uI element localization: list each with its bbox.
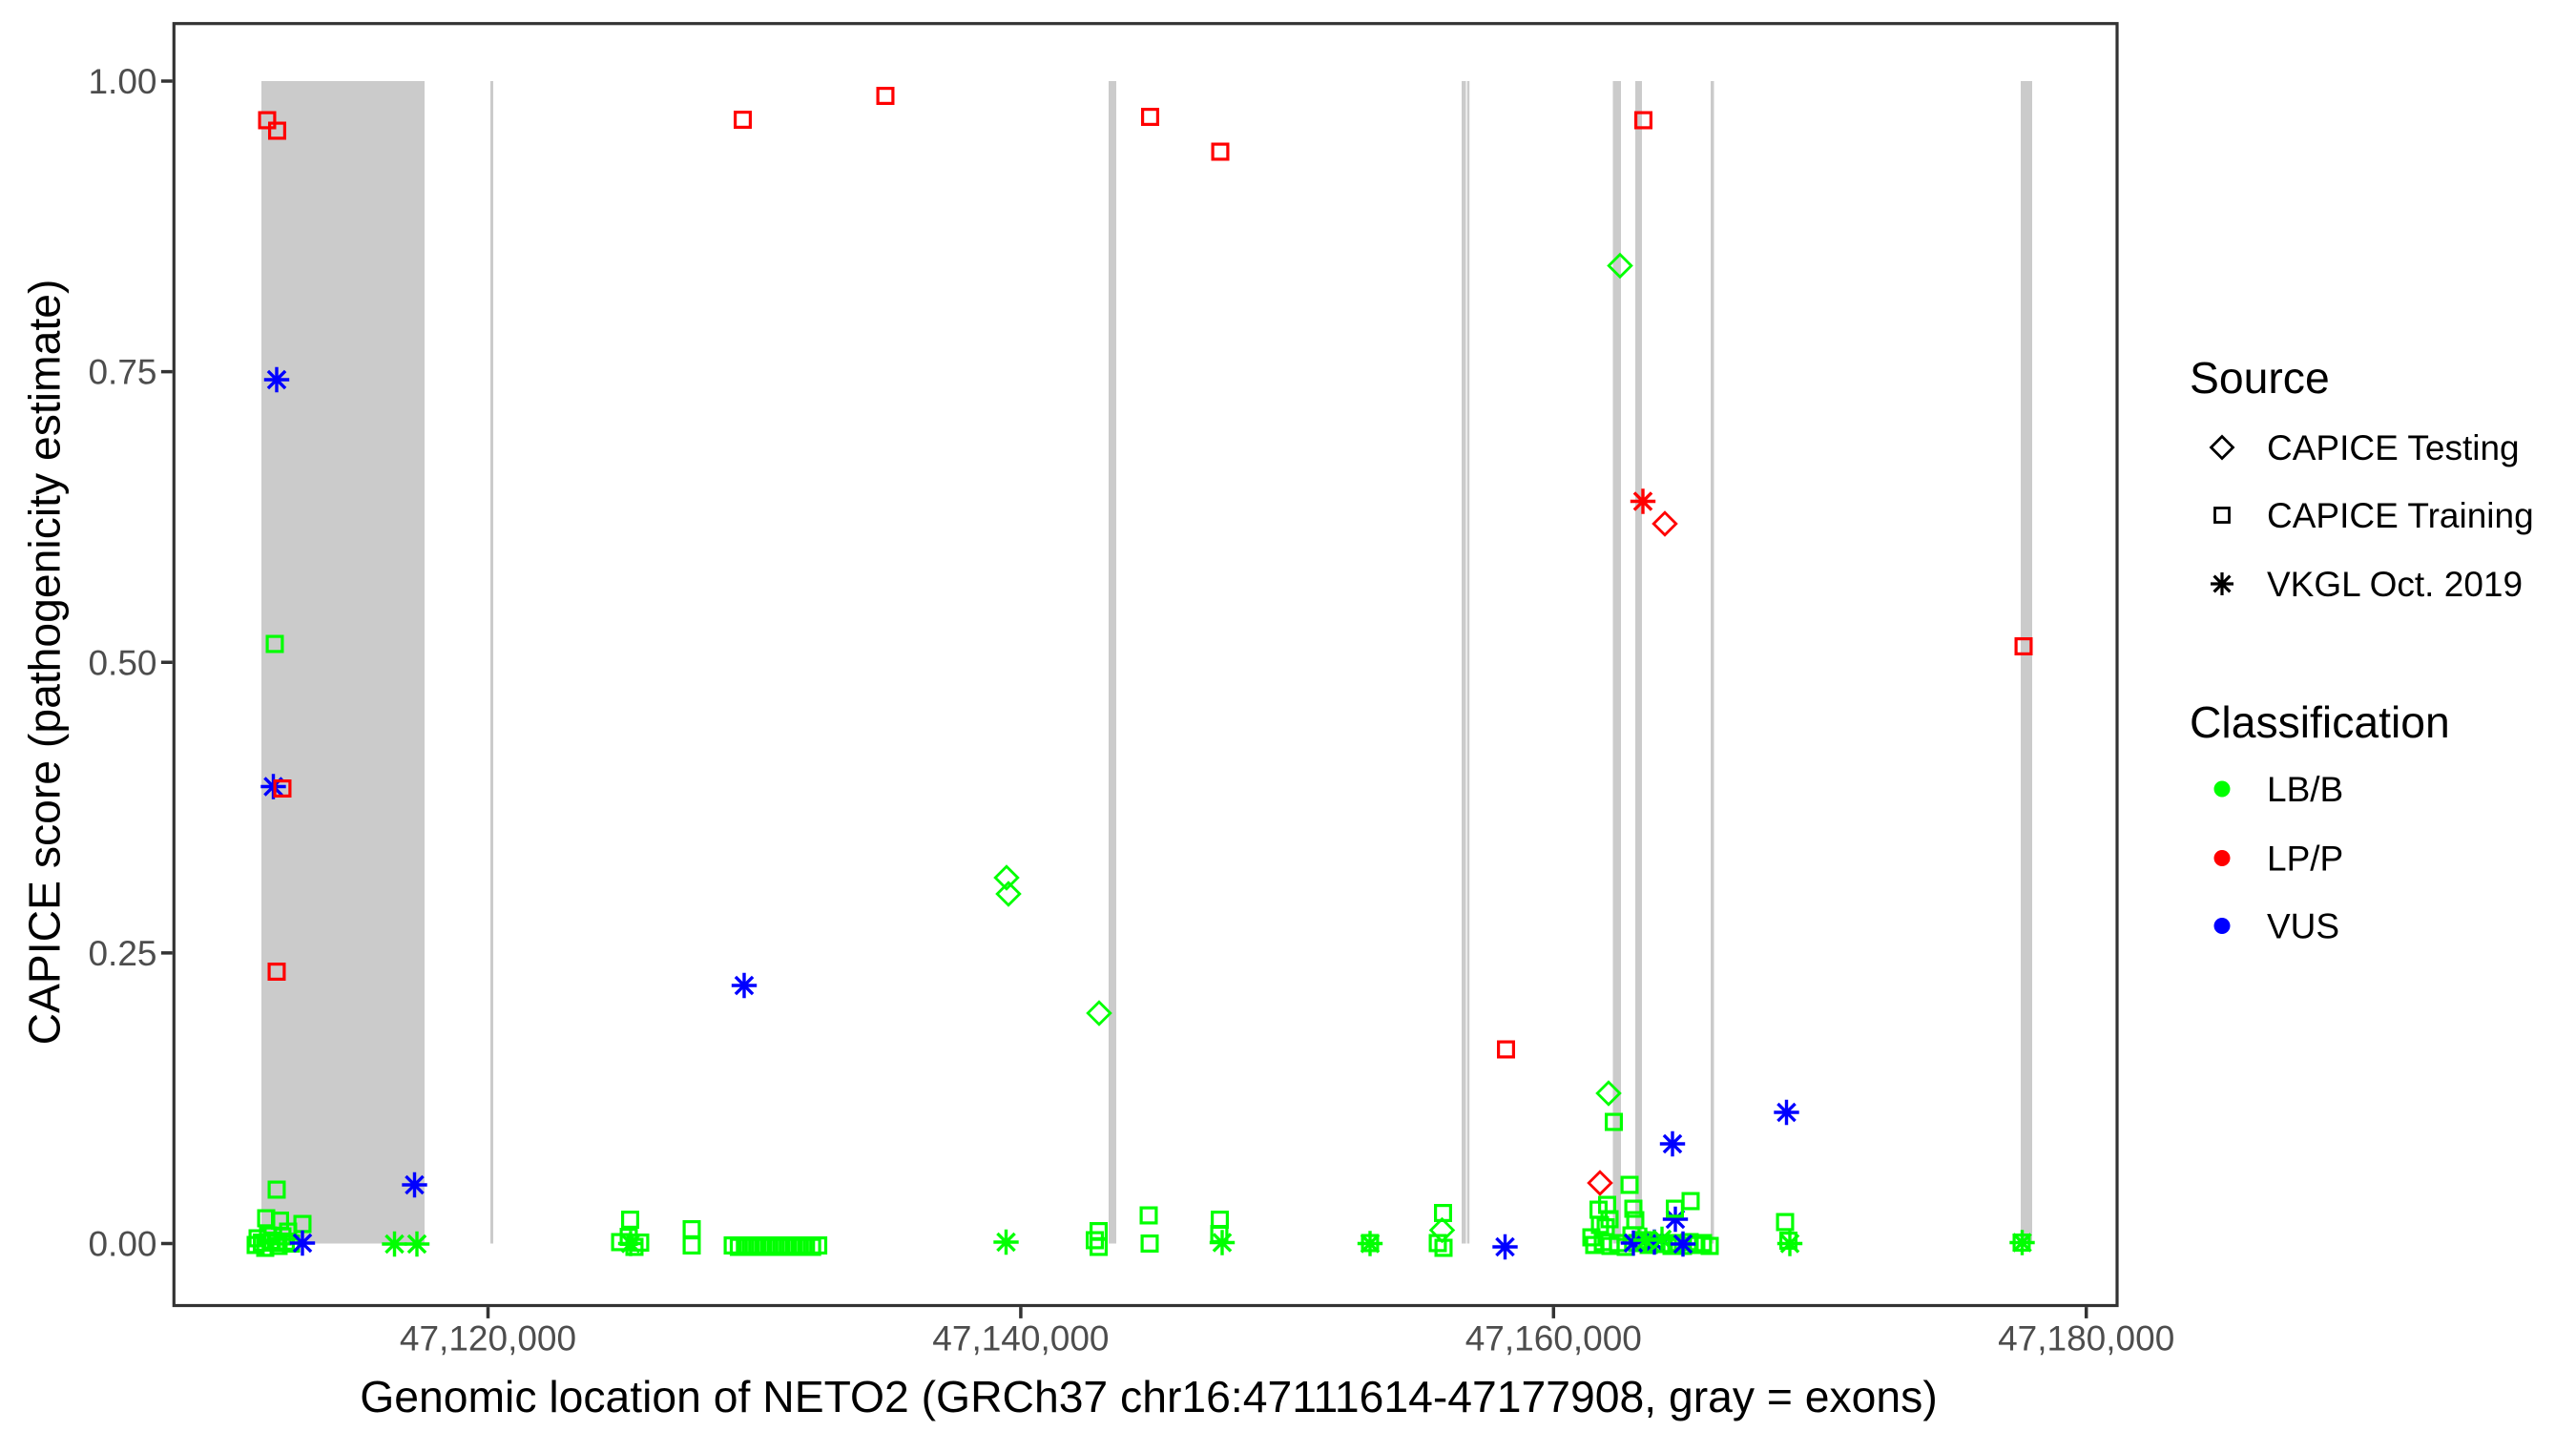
svg-text:Classification: Classification [2190,697,2450,747]
svg-text:CAPICE Training: CAPICE Training [2267,496,2534,535]
svg-text:1.00: 1.00 [88,62,156,101]
svg-text:47,120,000: 47,120,000 [400,1319,576,1358]
svg-text:0.00: 0.00 [88,1225,156,1264]
svg-text:0.50: 0.50 [88,643,156,682]
svg-text:LB/B: LB/B [2267,770,2343,809]
svg-text:0.75: 0.75 [88,353,156,392]
svg-text:CAPICE Testing: CAPICE Testing [2267,428,2520,467]
svg-text:CAPICE score (pathogenicity es: CAPICE score (pathogenicity estimate) [20,280,70,1046]
svg-text:47,160,000: 47,160,000 [1465,1319,1642,1358]
svg-text:47,140,000: 47,140,000 [932,1319,1109,1358]
svg-text:0.25: 0.25 [88,934,156,973]
svg-text:47,180,000: 47,180,000 [1998,1319,2174,1358]
svg-text:Genomic location of NETO2 (GRC: Genomic location of NETO2 (GRCh37 chr16:… [360,1372,1938,1421]
svg-text:VUS: VUS [2267,907,2339,946]
svg-text:Source: Source [2190,353,2330,403]
svg-text:VKGL Oct. 2019: VKGL Oct. 2019 [2267,565,2523,604]
svg-text:LP/P: LP/P [2267,840,2343,879]
